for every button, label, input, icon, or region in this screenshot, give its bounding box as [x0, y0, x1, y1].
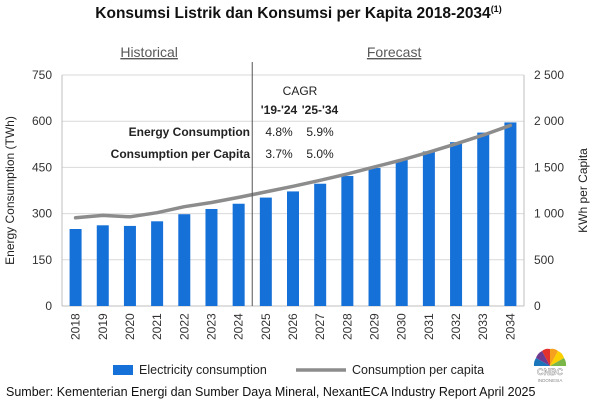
x-tick-label: 2019: [96, 313, 110, 340]
logo-text: CNBC: [537, 367, 563, 377]
y-tick-label: 600: [32, 114, 52, 128]
line-consumption-per-capita: [73, 123, 513, 220]
cagr-header: CAGR: [283, 84, 318, 98]
x-tick-label: 2024: [232, 313, 246, 340]
x-tick-label: 2023: [204, 313, 218, 340]
x-tick-label: 2029: [368, 313, 382, 340]
y-tick-label: 150: [32, 253, 52, 267]
cagr-value: 3.7%: [265, 147, 293, 161]
bar-electricity-consumption: [504, 122, 517, 306]
y-tick-label: 0: [45, 299, 52, 313]
chart-title: Konsumsi Listrik dan Konsumsi per Kapita…: [95, 4, 502, 23]
x-tick-label: 2026: [286, 313, 300, 340]
bar-electricity-consumption: [314, 183, 327, 306]
bar-electricity-consumption: [205, 208, 218, 306]
cagr-row-label: Consumption per Capita: [111, 147, 251, 161]
bar-electricity-consumption: [123, 225, 136, 306]
source-note: Sumber: Kementerian Energi dan Sumber Da…: [6, 385, 536, 399]
y-tick-label: 300: [32, 207, 52, 221]
y2-tick-label: 2 000: [534, 114, 564, 128]
x-tick-label: 2030: [395, 313, 409, 340]
logo-subtext: INDONESIA: [538, 378, 563, 383]
y-tick-label: 450: [32, 160, 52, 174]
bar-electricity-consumption: [232, 203, 245, 306]
x-tick-label: 2022: [177, 313, 191, 340]
legend-label: Consumption per capita: [352, 363, 484, 377]
bar-electricity-consumption: [96, 225, 109, 306]
cagr-column-label: '19-'24: [261, 103, 298, 117]
cnbc-peacock-icon: [533, 348, 567, 366]
y2-tick-label: 500: [534, 253, 554, 267]
bar-electricity-consumption: [259, 197, 272, 306]
x-tick-label: 2033: [476, 313, 490, 340]
x-tick-label: 2031: [422, 313, 436, 340]
x-tick-label: 2028: [340, 313, 354, 340]
cagr-column-label: '25-'34: [302, 103, 339, 117]
y2-axis-title: KWh per Capita: [576, 148, 590, 233]
cagr-row-label: Energy Consumption: [129, 125, 250, 139]
x-tick-label: 2034: [503, 313, 517, 340]
x-tick-label: 2025: [259, 313, 273, 340]
bar-electricity-consumption: [450, 142, 463, 306]
bar-electricity-consumption: [69, 229, 82, 306]
cagr-value: 5.9%: [306, 125, 334, 139]
bar-electricity-consumption: [422, 151, 435, 306]
x-tick-label: 2020: [123, 313, 137, 340]
bar-electricity-consumption: [151, 221, 164, 306]
bar-electricity-consumption: [341, 176, 354, 306]
bar-electricity-consumption: [178, 214, 191, 306]
bar-electricity-consumption: [368, 168, 381, 306]
y2-tick-label: 1 500: [534, 160, 564, 174]
section-label-historical: Historical: [120, 44, 178, 60]
cagr-value: 5.0%: [306, 147, 334, 161]
x-tick-label: 2027: [313, 313, 327, 340]
y-tick-label: 750: [32, 68, 52, 82]
y2-tick-label: 2 500: [534, 68, 564, 82]
x-tick-label: 2018: [69, 313, 83, 340]
cagr-value: 4.8%: [265, 125, 293, 139]
cnbc-logo: CNBC INDONESIA: [533, 348, 567, 383]
section-label-forecast: Forecast: [367, 44, 422, 60]
bar-electricity-consumption: [395, 159, 408, 306]
y2-tick-label: 1 000: [534, 207, 564, 221]
x-tick-label: 2032: [449, 313, 463, 340]
bar-electricity-consumption: [287, 191, 299, 306]
bar-electricity-consumption: [477, 132, 490, 306]
y2-tick-label: 0: [534, 299, 541, 313]
legend-swatch-bar: [113, 365, 133, 375]
legend-label: Electricity consumption: [139, 363, 267, 377]
x-tick-label: 2021: [150, 313, 164, 340]
y-axis-title: Energy Consumption (TWh): [3, 116, 17, 265]
